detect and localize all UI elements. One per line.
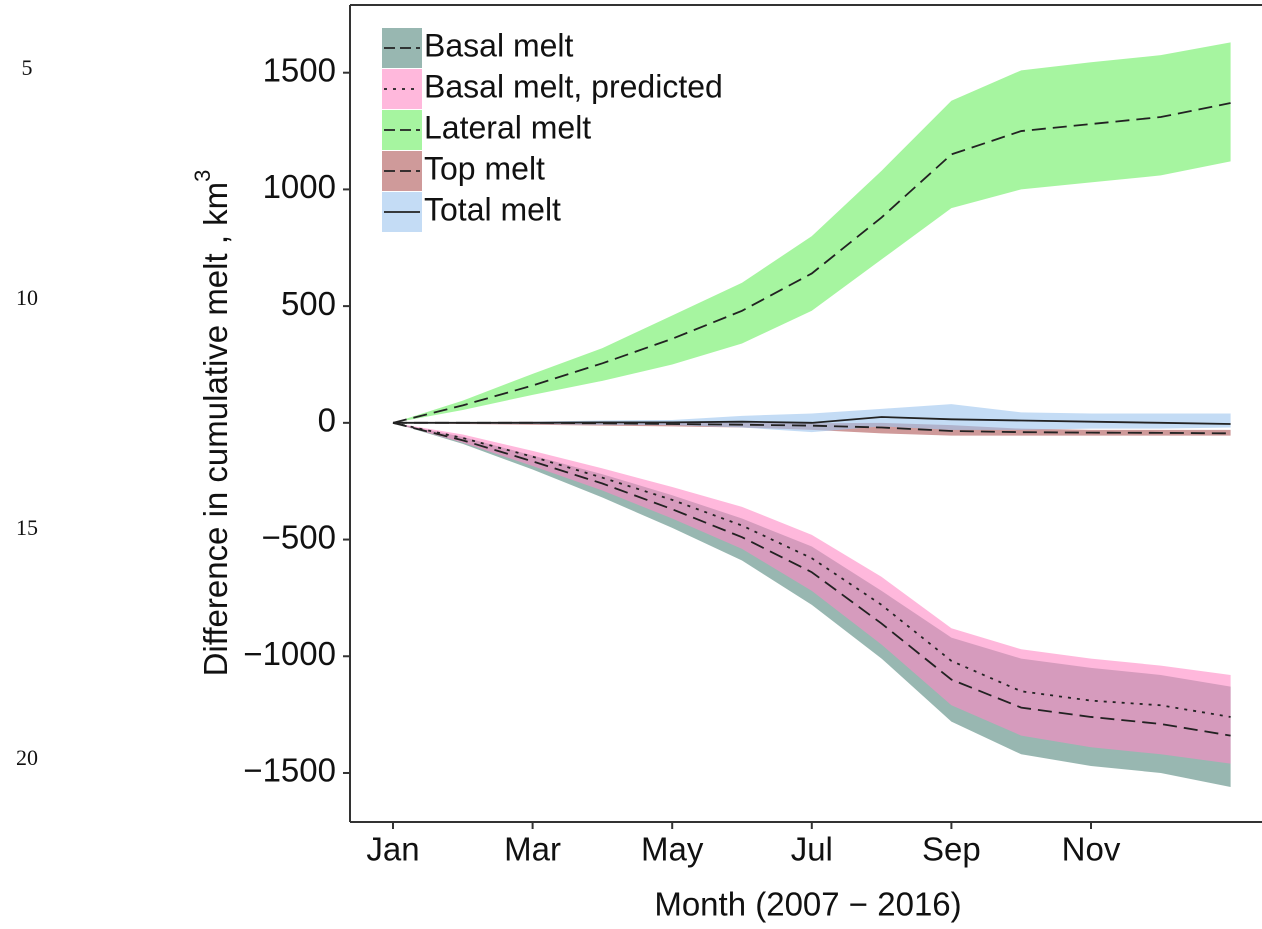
legend-label: Total melt	[424, 191, 561, 227]
y-tick-label: −500	[262, 518, 336, 555]
x-tick-label: Jan	[366, 831, 419, 868]
y-axis-label: Difference in cumulative melt , km3	[190, 170, 234, 677]
ribbon	[393, 422, 1231, 764]
x-tick-label: May	[641, 831, 704, 868]
ribbon	[393, 42, 1231, 423]
legend-label: Top melt	[424, 150, 545, 186]
y-tick-label: 0	[318, 402, 336, 439]
line-number: 15	[16, 515, 38, 540]
x-tick-label: Mar	[504, 831, 561, 868]
x-tick-label: Sep	[922, 831, 981, 868]
y-tick-label: 1000	[263, 168, 336, 205]
y-tick-label: −1000	[243, 635, 336, 672]
y-label-text: Difference in cumulative melt , km	[197, 182, 234, 677]
x-tick-label: Nov	[1062, 831, 1121, 868]
line	[392, 421, 1231, 718]
legend-label: Lateral melt	[424, 109, 591, 145]
line	[392, 102, 1231, 424]
y-tick-label: −1500	[243, 752, 336, 789]
x-tick-label: Jul	[791, 831, 833, 868]
ribbon	[393, 404, 1231, 433]
line-number: 10	[16, 285, 38, 310]
x-axis-label: Month (2007 − 2016)	[654, 886, 961, 923]
line-number: 20	[16, 745, 38, 770]
y-label-superscript: 3	[190, 170, 215, 182]
line-number: 5	[22, 55, 33, 80]
line	[392, 421, 1231, 737]
legend-label: Basal melt, predicted	[424, 68, 723, 104]
y-tick-label: 500	[281, 285, 336, 322]
legend-label: Basal melt	[424, 27, 574, 63]
y-tick-label: 1500	[263, 51, 336, 88]
line	[393, 416, 1231, 425]
